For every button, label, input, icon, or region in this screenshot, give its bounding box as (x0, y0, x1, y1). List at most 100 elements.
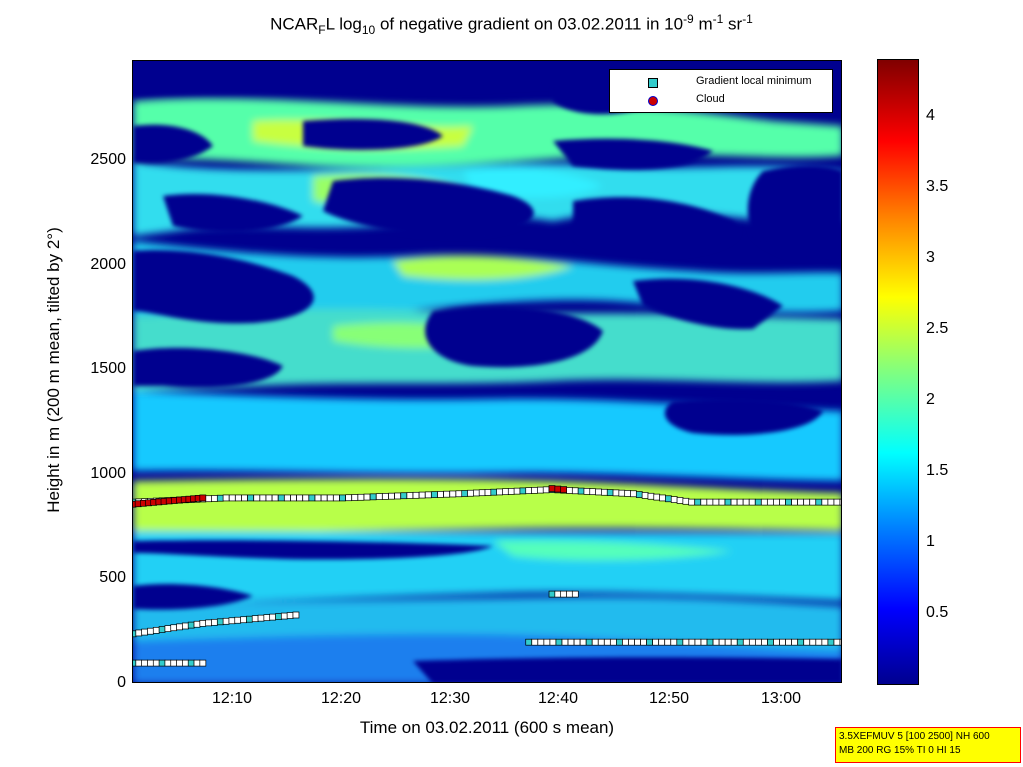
minimum-marker (577, 487, 585, 495)
minimum-marker (478, 489, 486, 497)
heatmap-svg (133, 61, 841, 682)
cloud-marker (548, 485, 556, 492)
minimum-marker (275, 613, 282, 620)
minimum-marker (628, 638, 635, 646)
minimum-marker (400, 492, 408, 500)
minimum-marker (193, 620, 201, 628)
minimum-marker (606, 489, 614, 496)
minimum-marker (589, 488, 597, 496)
minimum-marker (280, 612, 288, 620)
low-region (133, 250, 314, 324)
minimum-marker (253, 494, 261, 502)
minimum-marker (496, 488, 503, 496)
minimum-marker (147, 627, 154, 635)
minimum-marker (566, 487, 573, 494)
minimum-marker (187, 621, 195, 629)
minimum-marker (821, 638, 829, 646)
colorbar-tick-label: 3.5 (926, 178, 949, 195)
minimum-marker (351, 494, 359, 501)
minimum-marker (748, 498, 756, 506)
minimum-marker (815, 498, 823, 506)
minimum-marker (263, 614, 271, 621)
minimum-marker (755, 638, 762, 646)
minimum-marker (767, 498, 774, 506)
low-region (163, 193, 303, 233)
minimum-marker (560, 590, 568, 598)
minimum-marker (147, 659, 154, 667)
minimum-marker (205, 495, 213, 503)
low-region (133, 124, 213, 164)
legend-item-cloud: Cloud (610, 92, 832, 110)
minimum-marker (363, 493, 371, 501)
minimum-marker (265, 494, 273, 502)
minimum-marker (573, 638, 581, 646)
minimum-marker (292, 611, 300, 619)
minimum-marker (635, 491, 643, 498)
minimum-marker (839, 638, 841, 646)
minimum-marker (646, 638, 653, 646)
minimum-marker (216, 494, 224, 502)
minimum-marker (549, 638, 557, 646)
minimum-marker (418, 491, 426, 499)
low-region (323, 177, 534, 237)
cloud-marker (560, 486, 568, 493)
minimum-marker (664, 638, 672, 646)
minimum-marker (199, 620, 207, 627)
y-tick-label: 1500 (90, 360, 126, 377)
minimum-marker (286, 612, 294, 619)
heatmap-plot-area (132, 60, 842, 683)
colorbar-tick-label: 1 (926, 533, 935, 550)
minimum-marker (571, 487, 579, 495)
minimum-marker (431, 491, 438, 498)
minimum-marker (234, 616, 242, 624)
colorbar (877, 59, 919, 685)
minimum-marker (357, 493, 365, 501)
minimum-marker (176, 659, 183, 667)
minimum-marker (688, 638, 696, 646)
minimum-marker (531, 487, 538, 494)
minimum-marker (595, 488, 602, 496)
minimum-marker (246, 615, 253, 623)
minimum-marker (548, 590, 556, 598)
minimum-marker (809, 498, 817, 506)
minimum-marker (730, 638, 738, 646)
minimum-marker (712, 498, 720, 506)
minimum-marker (736, 498, 744, 506)
minimum-marker (815, 638, 823, 646)
minimum-marker (742, 498, 750, 506)
minimum-marker (314, 494, 322, 502)
y-tick-label: 2000 (90, 256, 126, 273)
minimum-marker (797, 638, 805, 646)
minimum-marker (158, 626, 166, 633)
minimum-marker (240, 616, 247, 624)
minimum-marker (461, 490, 469, 497)
minimum-marker (525, 638, 533, 646)
x-tick-label: 12:10 (211, 690, 253, 707)
minimum-marker (706, 638, 714, 646)
y-tick-label: 2500 (90, 151, 126, 168)
minimum-marker (561, 638, 569, 646)
minimum-marker (760, 498, 768, 506)
minimum-marker (537, 638, 545, 646)
minimum-marker (641, 492, 649, 499)
marker-layer (133, 485, 841, 667)
minimum-marker (235, 494, 242, 502)
minimum-marker (718, 498, 726, 506)
minimum-marker (484, 489, 492, 496)
minimum-marker (773, 498, 780, 506)
minimum-marker (302, 494, 310, 502)
minimum-marker (320, 494, 328, 502)
minimum-marker (803, 498, 811, 506)
heat-region (493, 540, 733, 561)
minimum-marker (601, 488, 608, 496)
minimum-marker (827, 638, 835, 646)
minimum-marker (455, 490, 463, 498)
minimum-marker (345, 494, 352, 502)
x-tick-label: 12:30 (429, 690, 471, 707)
minimum-marker (375, 493, 383, 500)
minimum-marker (182, 622, 189, 630)
minimum-marker (182, 659, 189, 667)
minimum-marker (640, 638, 647, 646)
minimum-marker (269, 613, 277, 621)
minimum-marker (754, 498, 762, 506)
